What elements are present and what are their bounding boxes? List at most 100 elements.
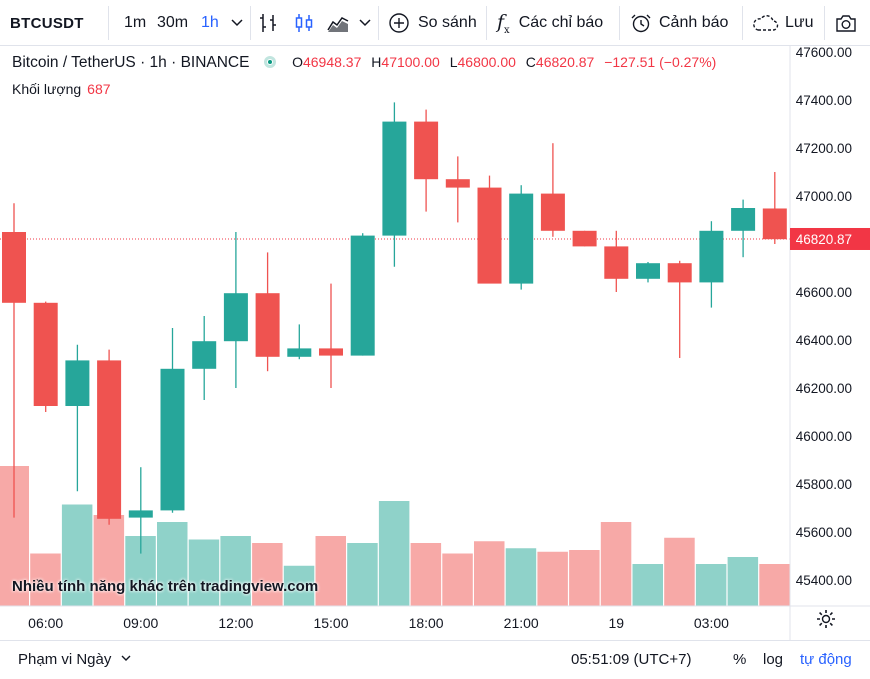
fx-icon: fx: [497, 10, 510, 36]
candles-button[interactable]: [293, 0, 315, 46]
candle-body: [445, 179, 470, 188]
log-scale-toggle[interactable]: log: [763, 651, 784, 668]
chevron-down-icon: [121, 655, 131, 661]
screenshot-button[interactable]: [834, 0, 858, 46]
percent-scale-toggle[interactable]: %: [733, 651, 747, 668]
candle-body: [477, 187, 502, 284]
compare-label: So sánh: [418, 14, 477, 31]
candles-icon: [295, 14, 313, 32]
candle-body: [604, 246, 629, 279]
high-key: H: [371, 54, 382, 70]
candle-body: [223, 293, 248, 342]
top-toolbar: BTCUSDT 1m 30m 1h So sánh fx: [0, 0, 870, 46]
time-tick-label: 03:00: [694, 615, 729, 631]
indicators-button[interactable]: fx Các chỉ báo: [497, 0, 603, 46]
volume-bar: [759, 564, 790, 606]
ohlc-values: O46948.37 H47100.00 L46800.00 C46820.87 …: [292, 54, 722, 70]
volume-bar: [252, 543, 283, 606]
auto-scale-toggle[interactable]: tự động: [800, 651, 852, 668]
tradingview-link[interactable]: Nhiều tính năng khác trên tradingview.co…: [12, 578, 319, 595]
interval-30m[interactable]: 30m: [157, 14, 189, 31]
high-value: 47100.00: [381, 54, 440, 70]
candle-body: [762, 208, 787, 240]
toolbar-divider: [486, 6, 487, 40]
price-tick-label: 46200.00: [796, 381, 852, 396]
candle-body: [540, 193, 565, 231]
symbol-search[interactable]: BTCUSDT: [10, 14, 84, 32]
toolbar-divider: [619, 6, 620, 40]
save-button[interactable]: Lưu: [751, 0, 814, 46]
close-key: C: [525, 54, 536, 70]
area-chart-icon: [327, 17, 349, 32]
market-status-icon: [263, 56, 276, 68]
candle-body: [287, 348, 312, 357]
clock-timezone[interactable]: 05:51:09 (UTC+7): [571, 651, 692, 668]
chart-type-dropdown[interactable]: [359, 0, 371, 46]
compare-button[interactable]: So sánh: [388, 0, 477, 46]
low-value: 46800.00: [457, 54, 516, 70]
settings-gear-icon[interactable]: [815, 608, 837, 630]
area-chart-button[interactable]: [326, 0, 350, 46]
chevron-down-icon: [359, 19, 371, 27]
price-tick-label: 46000.00: [796, 429, 852, 444]
time-tick-label: 09:00: [123, 615, 158, 631]
volume-bar: [474, 541, 505, 606]
candle-body: [572, 230, 597, 247]
date-range-dropdown[interactable]: Phạm vi Ngày: [18, 651, 131, 668]
candle-body: [2, 232, 26, 303]
volume-bar: [569, 550, 600, 606]
symbol-title[interactable]: Bitcoin / TetherUS · 1h · BINANCE: [12, 54, 250, 71]
price-tick-label: 45400.00: [796, 573, 852, 588]
time-tick-label: 18:00: [409, 615, 444, 631]
toolbar-divider: [742, 6, 743, 40]
price-tick-label: 45600.00: [796, 525, 852, 540]
candle-body: [255, 293, 280, 357]
volume-bar: [188, 539, 220, 606]
price-tick-label: 47200.00: [796, 141, 852, 156]
volume-legend[interactable]: Khối lượng 687: [12, 81, 111, 97]
time-tick-label: 06:00: [28, 615, 63, 631]
volume-bar: [600, 522, 632, 606]
candle-body: [350, 235, 375, 356]
last-price-label: 46820.87: [796, 232, 852, 247]
interval-dropdown[interactable]: [231, 0, 243, 46]
volume-bar: [283, 565, 315, 606]
candle-body: [128, 510, 153, 518]
volume-bar: [93, 515, 125, 606]
toolbar-divider: [378, 6, 379, 40]
candle-body: [160, 368, 185, 511]
volume-bar: [315, 536, 346, 606]
bars-icon: [260, 14, 276, 32]
camera-icon: [836, 15, 856, 32]
open-key: O: [292, 54, 303, 70]
bar-style-button[interactable]: [258, 0, 280, 46]
price-tick-label: 45800.00: [796, 477, 852, 492]
price-tick-label: 47400.00: [796, 93, 852, 108]
candlestick-chart[interactable]: 47600.00 47400.00 47200.00 47000.00 46800.00…: [0, 46, 870, 640]
candle-body: [509, 193, 534, 284]
candle-body: [414, 121, 439, 180]
candle-body: [33, 302, 58, 406]
volume-bar: [632, 564, 663, 606]
candle-body: [731, 208, 756, 231]
last-price-badge: [790, 227, 870, 250]
volume-bar: [61, 504, 93, 606]
volume-bar: [442, 553, 473, 606]
price-tick-label: 47600.00: [796, 46, 852, 60]
price-tick-label: 47000.00: [796, 189, 852, 204]
candle-body: [97, 360, 122, 519]
interval-1m[interactable]: 1m: [124, 14, 147, 31]
toolbar-divider: [824, 6, 825, 40]
volume-bar: [537, 551, 568, 606]
interval-1h[interactable]: 1h: [201, 14, 219, 31]
plus-circle-icon: [389, 13, 409, 33]
alerts-button[interactable]: Cảnh báo: [629, 0, 728, 46]
candle-body: [667, 263, 692, 283]
volume-bar: [220, 536, 251, 606]
bottom-bar: Phạm vi Ngày 05:51:09 (UTC+7) % log tự đ…: [0, 640, 870, 679]
candle-body: [319, 348, 343, 356]
volume-bar: [347, 543, 378, 606]
volume-bar: [410, 543, 442, 606]
date-range-label: Phạm vi Ngày: [18, 651, 112, 668]
candle-body: [382, 121, 407, 236]
